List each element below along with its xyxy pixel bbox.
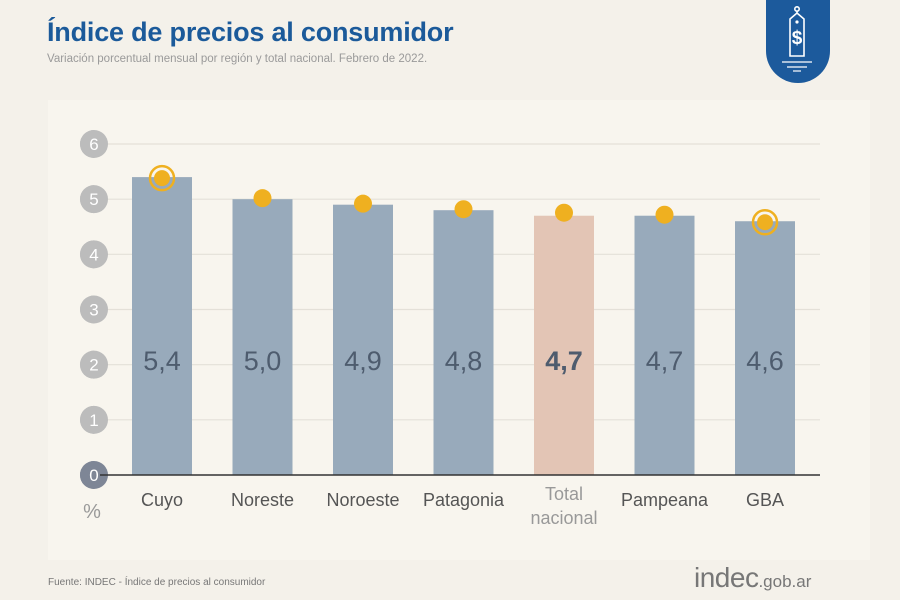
y-tick-label: 6 — [89, 135, 98, 154]
y-tick-label: 0 — [89, 466, 98, 485]
y-axis-label: % — [83, 501, 101, 523]
price-tag-dollar-icon: $ — [782, 6, 812, 72]
x-tick-label: Noreste — [231, 490, 294, 510]
indec-logo[interactable]: indec.gob.ar — [694, 562, 811, 594]
data-point — [454, 200, 473, 219]
page-title: Índice de precios al consumidor — [47, 17, 454, 47]
y-tick-bubble — [80, 185, 108, 214]
x-tick-label: Total — [545, 484, 583, 504]
bar — [232, 199, 293, 475]
bar — [132, 177, 192, 475]
y-tick-label: 5 — [89, 190, 98, 209]
source-note: Fuente: INDEC - Índice de precios al con… — [48, 577, 266, 588]
data-label: 4,9 — [344, 346, 382, 376]
data-point — [655, 205, 674, 224]
y-tick-bubble — [80, 461, 108, 489]
marker-ring — [751, 208, 779, 236]
y-tick-bubble — [80, 350, 108, 379]
data-point — [555, 203, 573, 222]
bar — [534, 215, 594, 475]
y-tick-bubble — [80, 130, 108, 158]
bar — [333, 204, 393, 475]
data-point — [354, 194, 372, 213]
y-tick-bubble — [80, 240, 108, 269]
data-label: 5,0 — [244, 346, 282, 376]
data-point — [757, 214, 773, 231]
x-tick-label: nacional — [530, 508, 597, 528]
y-tick-bubble — [80, 405, 108, 434]
bar — [433, 210, 494, 475]
x-tick-label: Patagonia — [423, 490, 505, 510]
y-tick-label: 2 — [89, 356, 98, 375]
y-tick-label: 3 — [89, 301, 98, 320]
logo-domain: .gob.ar — [758, 572, 812, 591]
data-point — [154, 170, 170, 187]
data-label: 4,7 — [545, 346, 583, 376]
marker-ring — [148, 164, 176, 192]
x-tick-label: GBA — [746, 490, 784, 510]
price-badge: $ — [766, 0, 830, 83]
y-tick-label: 1 — [89, 411, 98, 430]
data-label: 4,8 — [445, 346, 483, 376]
y-tick-label: 4 — [89, 245, 98, 264]
x-tick-label: Noroeste — [326, 490, 399, 510]
bar — [735, 221, 795, 475]
data-label: 5,4 — [143, 346, 181, 376]
page-subtitle: Variación porcentual mensual por región … — [47, 53, 428, 65]
data-label: 4,7 — [646, 346, 684, 376]
x-tick-label: Pampeana — [621, 490, 709, 510]
y-tick-bubble — [80, 295, 108, 324]
data-point — [253, 189, 272, 208]
x-tick-label: Cuyo — [141, 490, 183, 510]
svg-text:$: $ — [792, 28, 803, 49]
logo-main: indec — [694, 562, 759, 593]
bar — [634, 215, 695, 475]
data-label: 4,6 — [746, 346, 784, 376]
